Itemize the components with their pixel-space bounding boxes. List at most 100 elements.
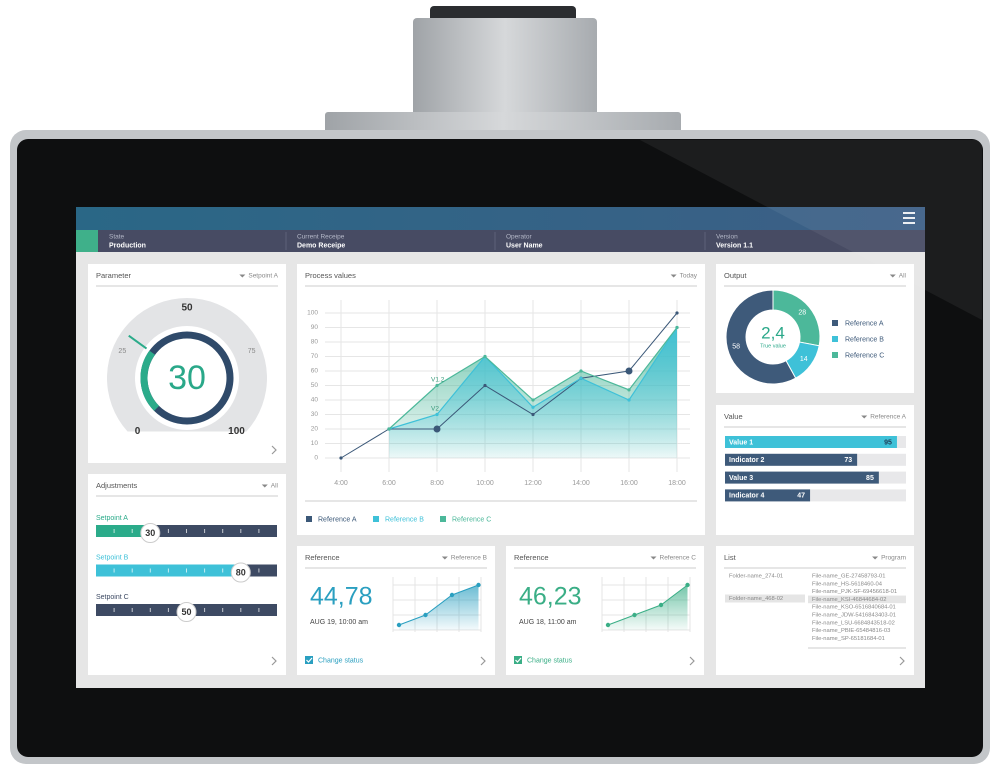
panel-title: List <box>724 553 737 562</box>
panel-filter[interactable]: Reference B <box>451 555 487 562</box>
x-tick-label: 16:00 <box>620 480 638 487</box>
series-point <box>433 425 441 433</box>
series-point <box>483 383 487 388</box>
menu-icon[interactable] <box>903 212 915 224</box>
gauge-value-arc <box>140 350 160 411</box>
reference-value: 46,23 <box>519 583 582 611</box>
checkbox[interactable] <box>514 656 522 664</box>
filter-arrow <box>670 274 677 278</box>
series-point <box>387 427 391 431</box>
slider-label: Setpoint C <box>96 594 129 601</box>
panel-filter[interactable]: Reference A <box>870 414 906 421</box>
filter-arrow <box>261 484 268 488</box>
legend-swatch <box>832 336 838 342</box>
panel-filter[interactable]: All <box>899 273 907 280</box>
panel-filter[interactable]: Today <box>680 273 698 280</box>
file-item[interactable]: File-name_KSO-6516840684-01 <box>812 605 896 611</box>
panel-title: Value <box>724 412 743 421</box>
checkbox-label[interactable]: Change status <box>318 657 364 664</box>
series-line <box>340 312 678 459</box>
panel-title: Parameter <box>96 271 132 280</box>
donut-center-label: True value <box>760 343 786 349</box>
panel-filter[interactable]: Program <box>881 555 906 562</box>
slider-fill <box>96 525 151 537</box>
file-item[interactable]: File-name_JDW-5416843403-01 <box>812 613 896 619</box>
chevron[interactable] <box>899 656 905 666</box>
series-point <box>625 367 633 375</box>
bar <box>725 471 879 484</box>
list-selection <box>808 595 906 604</box>
status-label: Current Receipe <box>297 234 345 241</box>
y-tick-label: 0 <box>314 455 318 462</box>
slider-value: 50 <box>181 607 191 617</box>
mount-bracket <box>413 18 597 118</box>
gauge-tick-label: 75 <box>248 348 256 355</box>
list-selection <box>725 594 805 603</box>
panel-filter[interactable]: Reference C <box>660 555 697 562</box>
folder-item[interactable]: Folder-name_468-02 <box>729 596 783 602</box>
file-item[interactable]: File-name_PJK-SF-69456618-01 <box>812 589 897 595</box>
slider-knob[interactable] <box>176 602 197 622</box>
panel-filter[interactable]: Setpoint A <box>248 273 278 280</box>
series-point <box>675 311 679 315</box>
x-tick-label: 6:00 <box>382 480 396 487</box>
slider-value: 80 <box>236 567 246 577</box>
series-point <box>675 325 679 330</box>
x-tick-label: 10:00 <box>476 480 494 487</box>
mount-base <box>325 112 681 134</box>
reference-date: AUG 19, 10:00 am <box>310 619 368 626</box>
status-bar <box>76 230 925 252</box>
series-point <box>627 388 631 392</box>
legend-swatch <box>832 352 838 358</box>
legend-label: Reference C <box>845 352 884 359</box>
trend-area <box>608 585 688 630</box>
panel-title: Output <box>724 271 747 280</box>
status-label: Version <box>716 234 738 241</box>
filter-arrow <box>872 556 879 560</box>
y-tick-label: 50 <box>311 382 319 389</box>
chevron[interactable] <box>271 445 277 455</box>
panel-title: Reference <box>305 553 340 562</box>
chevron[interactable] <box>689 656 695 666</box>
y-tick-label: 90 <box>311 324 319 331</box>
file-item[interactable]: File-name_GE-27458793-01 <box>812 574 885 580</box>
trend-point <box>476 582 481 588</box>
gauge-tick-label: 0 <box>135 426 141 437</box>
file-item[interactable]: File-name_HS-5618460-04 <box>812 581 883 587</box>
gauge-value: 30 <box>168 359 206 397</box>
status-value: Demo Receipe <box>297 242 345 249</box>
folder-item[interactable]: Folder-name_274-01 <box>729 574 783 580</box>
bar <box>725 436 897 448</box>
bar-name: Indicator 4 <box>729 493 765 500</box>
slice-label: 14 <box>800 356 808 363</box>
series-point <box>627 398 631 402</box>
reference-date: AUG 18, 11:00 am <box>519 619 577 626</box>
y-tick-label: 80 <box>311 339 319 346</box>
file-item[interactable]: File-name_LSU-6684843518-02 <box>812 620 895 626</box>
file-item[interactable]: File-name_KSI-46844684-02 <box>812 597 886 603</box>
chevron[interactable] <box>480 656 486 666</box>
legend-swatch <box>306 516 312 522</box>
panel-filter[interactable]: All <box>271 483 279 490</box>
checkbox[interactable] <box>305 656 313 664</box>
trend-point <box>396 622 402 628</box>
bar-value: 47 <box>797 493 805 500</box>
donut-slice <box>725 289 797 385</box>
legend-label: Reference A <box>318 516 357 523</box>
file-item[interactable]: File-name_SP-65181684-01 <box>812 636 885 642</box>
slider-label: Setpoint B <box>96 554 129 561</box>
slider-knob[interactable] <box>140 523 161 543</box>
filter-arrow <box>441 556 448 560</box>
status-label: State <box>109 234 125 241</box>
bar-name: Value 1 <box>729 439 753 446</box>
checkmark <box>515 657 522 663</box>
file-item[interactable]: File-name_PBIE-65484816-03 <box>812 628 890 634</box>
top-bar <box>76 207 925 230</box>
slider-knob[interactable] <box>230 562 251 583</box>
series-point <box>531 412 535 417</box>
x-tick-label: 8:00 <box>430 480 444 487</box>
chevron[interactable] <box>271 656 277 666</box>
checkbox-label[interactable]: Change status <box>527 657 573 664</box>
legend-swatch <box>373 516 379 522</box>
